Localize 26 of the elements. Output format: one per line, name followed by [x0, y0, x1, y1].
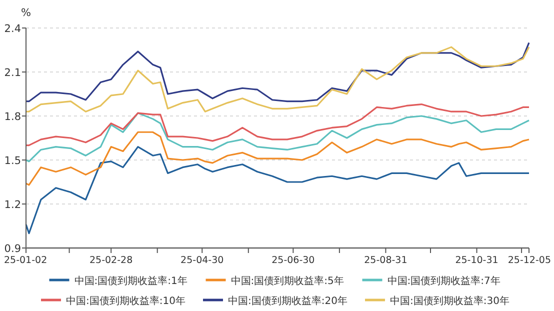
legend-label: 中国:国债到期收益率:30年: [390, 295, 510, 307]
line-series: [25, 42, 530, 102]
y-tick-label: 1.2: [4, 199, 21, 211]
y-tick-label: 2.4: [4, 23, 22, 35]
x-tick-label: 25-04-30: [180, 255, 224, 266]
x-tick-label: 25-01-02: [4, 255, 48, 266]
y-tick-label: 1.5: [4, 155, 21, 167]
x-tick-label: 25-06-30: [272, 255, 315, 266]
x-tick-label: 25-12-05: [508, 255, 551, 266]
line-series: [25, 103, 530, 146]
line-series: [25, 46, 530, 112]
legend-label: 中国:国债到期收益率:5年: [230, 275, 344, 287]
y-tick-label: 0.9: [4, 243, 21, 255]
x-tick-label: 25-02-28: [90, 255, 133, 266]
line-series: [25, 112, 530, 162]
x-tick-label: 25-10-31: [455, 255, 498, 266]
legend-label: 中国:国债到期收益率:7年: [387, 275, 500, 287]
y-tick-label: 1.8: [4, 111, 21, 123]
y-axis-title: %: [21, 7, 32, 19]
y-tick-label: 2.1: [4, 67, 21, 79]
legend-label: 中国:国债到期收益率:10年: [66, 295, 186, 307]
x-tick-label: 25-08-31: [364, 255, 408, 266]
legend-label: 中国:国债到期收益率:1年: [74, 275, 188, 287]
line-series: [25, 131, 530, 186]
legend-label: 中国:国债到期收益率:20年: [228, 295, 348, 307]
line-series: [25, 146, 530, 234]
